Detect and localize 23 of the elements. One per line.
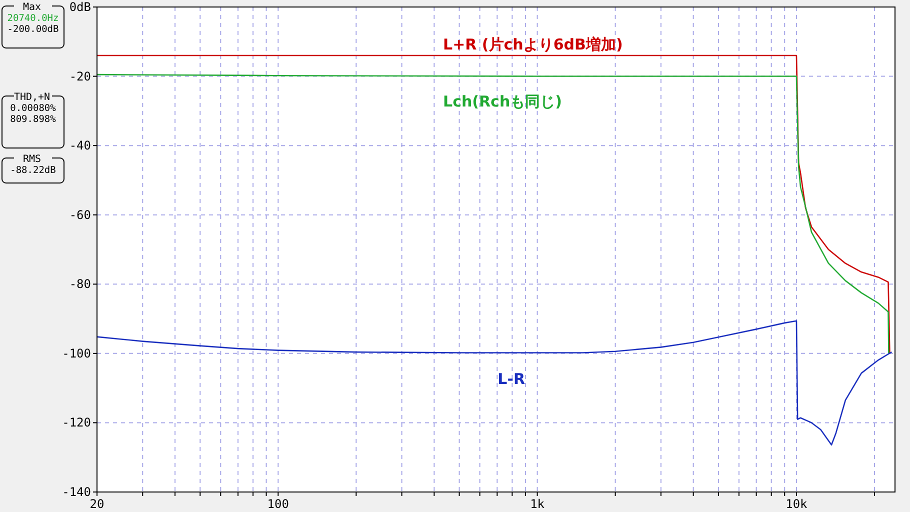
y-tick-label: -60	[69, 208, 91, 222]
y-tick-label: -120	[62, 416, 91, 430]
y-tick-label: 0dB	[69, 0, 91, 14]
x-tick-label: 100	[267, 497, 289, 511]
y-tick-label: -100	[62, 346, 91, 360]
series-label: L-R	[498, 370, 526, 388]
x-tick-label: 10k	[786, 497, 808, 511]
text: 809.898%	[10, 114, 56, 125]
x-tick-label: 1k	[530, 497, 546, 511]
text: Max	[22, 2, 42, 13]
text: 20740.0Hz	[7, 13, 59, 24]
y-tick-label: -40	[69, 138, 91, 153]
series-label: L+R (片chより6dB増加)	[443, 35, 623, 54]
x-tick-label: 20	[90, 497, 104, 511]
text: RMS	[22, 154, 42, 165]
series-label: Lch(Rchも同じ)	[443, 92, 562, 111]
text: THD,+N	[14, 92, 50, 103]
text: -88.22dB	[10, 165, 56, 176]
text: -200.00dB	[7, 24, 60, 35]
text: 0.00080%	[10, 103, 56, 114]
y-tick-label: -80	[69, 277, 91, 292]
y-tick-label: -20	[69, 69, 91, 84]
y-tick-label: -140	[62, 485, 91, 499]
